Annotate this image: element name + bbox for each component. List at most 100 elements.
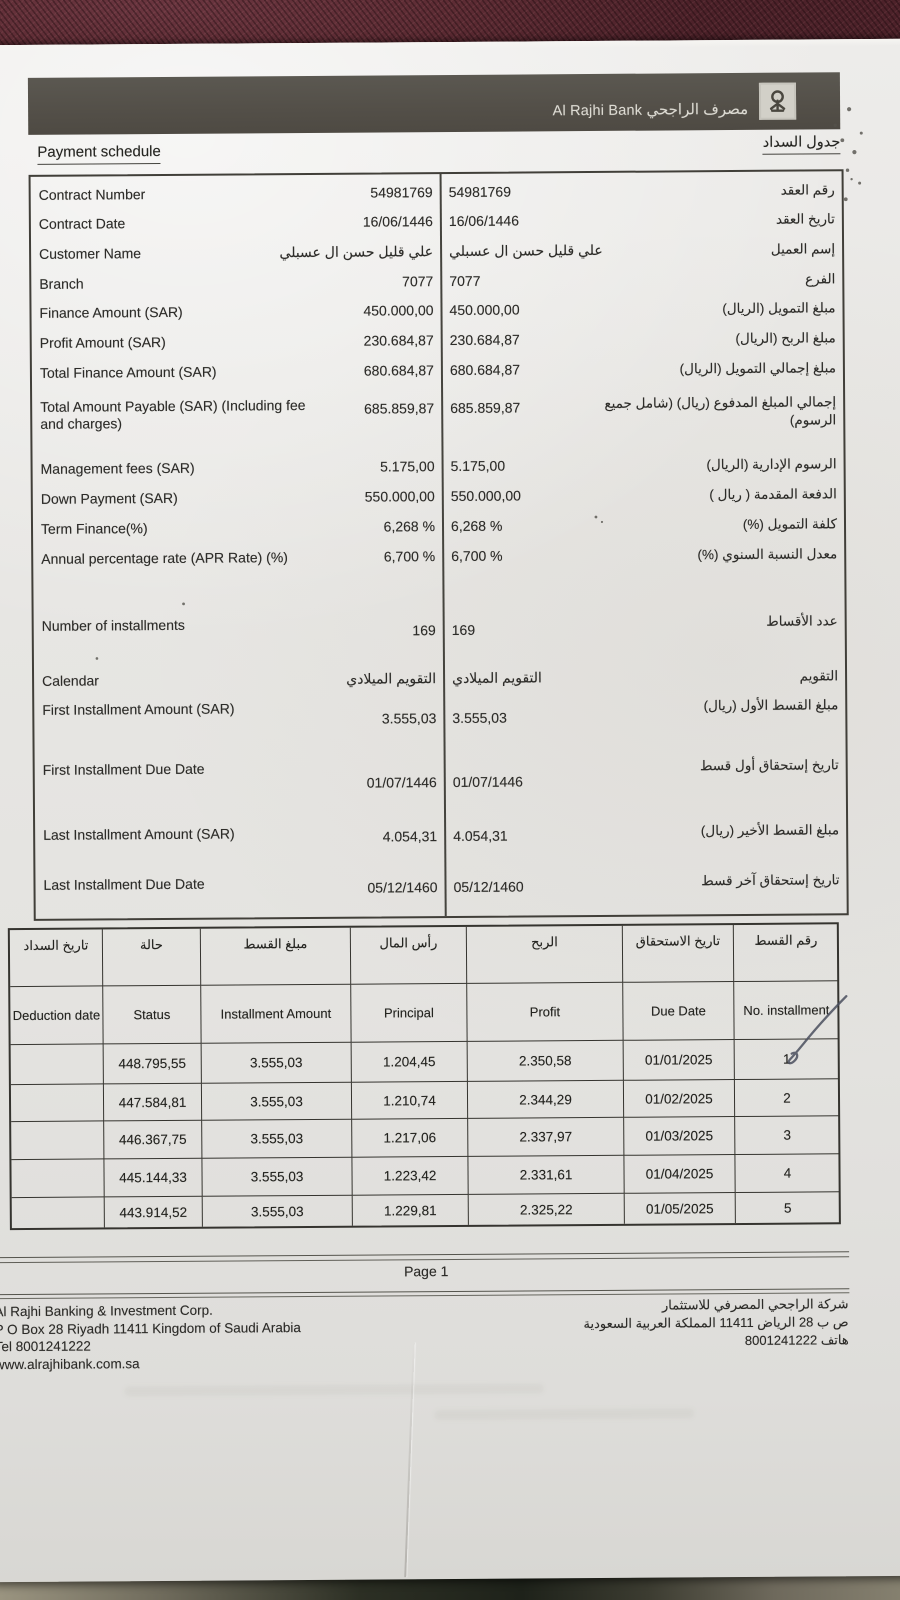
label-ar: إجمالي المبلغ المدفوع (ريال) (شامل جميع … <box>604 394 837 428</box>
header-ar-installment-no: رقم القسط <box>733 924 839 983</box>
info-row-contract-date: Contract Date 16/06/1446 16/06/1446 تاري… <box>31 210 842 240</box>
label-ar: مبلغ إجمالي التمويل (الريال) <box>679 360 836 377</box>
installment-schedule-table: تاريخ السداد حالة مبلغ القسط رأس المال ا… <box>7 922 841 1231</box>
bank-address-ar: شركة الراجحي المصرفي للاستثمار ص ب 28 ال… <box>583 1295 848 1351</box>
label-ar: رقم العقد <box>780 182 835 198</box>
contract-info-table: Contract Number 54981769 54981769 رقم ال… <box>28 169 849 921</box>
value-left: 5.175,00 <box>380 458 435 475</box>
table-cell: 448.795,55 <box>103 1043 202 1085</box>
bank-header-bar: Al Rajhi Bank مصرف الراجحي <box>27 72 841 135</box>
info-row-last-installment-amount: Last Installment Amount (SAR) 4.054,31 4… <box>35 821 846 851</box>
header-en-installment-no: No. installment <box>734 981 839 1041</box>
table-cell: 1 <box>734 1039 839 1081</box>
value-left: 450.000,00 <box>363 302 434 319</box>
header-ar-status: حالة <box>102 928 202 987</box>
value-left: 685.859,87 <box>364 400 435 417</box>
page-number: Page 1 <box>403 1263 449 1280</box>
info-row-first-installment-amount: First Installment Amount (SAR) 3.555,03 … <box>34 696 845 726</box>
value-left: 6,700 % <box>383 548 436 565</box>
info-row-installments-count: Number of installments 169 169 عدد الأقس… <box>34 612 845 642</box>
value-left: 680.684,87 <box>363 362 434 379</box>
value-left: التقويم الميلادي <box>346 670 437 687</box>
showthrough-smudge <box>124 1383 545 1397</box>
table-cell: 445.144,33 <box>104 1158 203 1198</box>
header-en-status: Status <box>103 985 202 1045</box>
label-ar: مبلغ القسط الأخير (ريال) <box>700 822 840 839</box>
value-left: 7077 <box>402 273 434 290</box>
info-row-profit-amount: Profit Amount (SAR) 230.684,87 230.684,8… <box>32 329 843 359</box>
header-ar-due-date: تاريخ الاستحقاق <box>622 925 735 983</box>
value-right: 7077 <box>449 272 481 289</box>
value-left: 6,268 % <box>383 518 436 535</box>
value-right: 450.000,00 <box>449 301 520 318</box>
value-right: 16/06/1446 <box>448 212 520 229</box>
table-cell: 01/03/2025 <box>624 1117 736 1156</box>
label-ar: الرسوم الإدارية (الريال) <box>706 456 837 473</box>
bank-name: Al Rajhi Bank مصرف الراجحي <box>552 85 748 118</box>
value-left: علي قليل حسن ال عسبلي <box>279 243 434 261</box>
info-row-total-payable: Total Amount Payable (SAR) (Including fe… <box>32 393 843 432</box>
label-ar: تاريخ العقد <box>775 211 835 227</box>
value-right: 680.684,87 <box>449 361 521 378</box>
label-ar: تاريخ إستحقاق أول قسط <box>699 757 839 774</box>
table-cell: 1.223,42 <box>352 1156 469 1196</box>
table-cell: 1.210,74 <box>351 1081 469 1120</box>
header-en-installment-amount: Installment Amount <box>201 984 352 1044</box>
value-left: 16/06/1446 <box>362 213 433 230</box>
label-ar: مبلغ الربح (الريال) <box>735 330 836 346</box>
label-ar: تاريخ إستحقاق آخر قسط <box>701 872 840 889</box>
table-cell: 01/05/2025 <box>624 1193 736 1224</box>
label-ar: معدل النسبة السنوي (%) <box>697 546 838 563</box>
table-cell: 3 <box>735 1116 840 1156</box>
sheet-content: Al Rajhi Bank مصرف الراجحي Payment sched… <box>0 39 900 1582</box>
page-title-en: Payment schedule <box>37 143 161 165</box>
value-right: 01/07/1446 <box>452 773 523 790</box>
value-right: 3.555,03 <box>452 709 507 726</box>
value-right: 5.175,00 <box>450 457 506 474</box>
info-row-down-payment: Down Payment (SAR) 550.000,00 550.000,00… <box>33 485 844 515</box>
label-ar: الفرع <box>805 271 836 287</box>
header-ar-installment-amount: مبلغ القسط <box>200 927 352 986</box>
value-left: 3.555,03 <box>381 710 437 727</box>
header-ar-profit: الربح <box>466 925 624 984</box>
info-row-total-finance: Total Finance Amount (SAR) 680.684,87 68… <box>32 359 843 389</box>
info-row-last-installment-due: Last Installment Due Date 05/12/1460 05/… <box>35 871 846 901</box>
table-cell <box>10 1044 104 1086</box>
info-row-term-finance: Term Finance(%) 6,268 % 6,268 % كلفة الت… <box>33 515 844 545</box>
value-left: 550.000,00 <box>364 488 435 505</box>
table-cell: 01/02/2025 <box>623 1080 736 1118</box>
table-cell <box>11 1159 105 1199</box>
value-right: 6,268 % <box>450 517 503 534</box>
address-en-line2: P O Box 28 Riyadh 11411 Kingdom of Saudi… <box>0 1319 301 1337</box>
table-cell: 4 <box>735 1154 840 1194</box>
label-ar: كلفة التمويل (%) <box>742 516 838 532</box>
info-row-contract-number: Contract Number 54981769 54981769 رقم ال… <box>31 181 842 211</box>
info-row-customer-name: Customer Name علي قليل حسن ال عسبلي علي … <box>31 240 842 270</box>
value-right: 54981769 <box>448 183 512 200</box>
value-right: 169 <box>451 621 476 638</box>
table-cell: 3.555,03 <box>202 1195 353 1227</box>
table-cell: 1.217,06 <box>352 1118 469 1158</box>
header-en-deduction-date: Deduction date <box>10 986 104 1046</box>
bank-address-en: Al Rajhi Banking & Investment Corp. P O … <box>0 1301 301 1373</box>
label-ar: إسم العميل <box>770 241 836 257</box>
table-cell: 3.555,03 <box>202 1119 353 1159</box>
header-en-principal: Principal <box>351 983 468 1043</box>
showthrough-smudge <box>434 1408 695 1421</box>
table-cell: 2.350,58 <box>467 1040 624 1082</box>
table-cell: 3.555,03 <box>202 1157 353 1197</box>
table-cell: 2.337,97 <box>468 1117 625 1157</box>
table-cell: 1.229,81 <box>352 1194 469 1226</box>
table-cell: 446.367,75 <box>104 1120 203 1160</box>
value-right: 230.684,87 <box>449 331 520 348</box>
table-cell: 1.204,45 <box>351 1041 468 1083</box>
value-right: علي قليل حسن ال عسبلي <box>449 241 603 259</box>
header-en-due-date: Due Date <box>623 982 735 1041</box>
table-cell: 443.914,52 <box>104 1196 203 1228</box>
info-row-calendar: Calendar التقويم الميلادي التقويم الميلا… <box>34 667 845 697</box>
value-right: 05/12/1460 <box>453 878 524 895</box>
address-ar-line1: شركة الراجحي المصرفي للاستثمار <box>661 1296 849 1313</box>
al-rajhi-palm-logo-icon <box>758 82 797 120</box>
page-title-ar: جدول السداد <box>762 134 841 155</box>
value-left: 4.054,31 <box>382 828 438 845</box>
